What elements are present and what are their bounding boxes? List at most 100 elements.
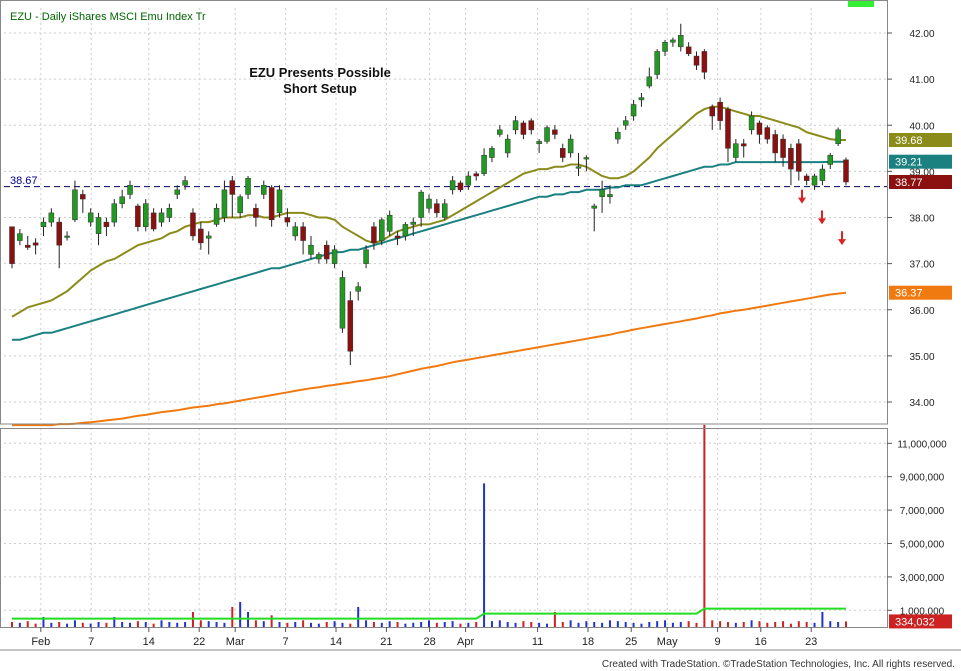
candle-body	[615, 131, 621, 140]
candle-body	[347, 300, 354, 352]
candle-body	[780, 138, 786, 158]
last-value-box	[889, 154, 952, 169]
annotation-line-2: Short Setup	[283, 81, 357, 96]
volume-tick-label: 9,000,000	[900, 473, 945, 484]
volume-tick-label: 5,000,000	[900, 540, 945, 551]
last-value-box	[889, 133, 952, 148]
candle-body	[198, 228, 204, 244]
candle-body	[323, 244, 330, 260]
candle-body	[72, 189, 78, 221]
candle-body	[748, 115, 755, 131]
candle-body	[418, 191, 424, 218]
candle-body	[253, 208, 259, 218]
candle-body	[646, 76, 653, 87]
last-value-label: 38.77	[895, 177, 923, 189]
volume-tick-label: 7,000,000	[900, 506, 945, 517]
candle-body	[497, 129, 503, 135]
y-tick-label: 36.00	[909, 306, 934, 317]
candle-body	[835, 129, 841, 144]
moving-averages	[11, 105, 847, 427]
candle-body	[489, 148, 495, 158]
candle-body	[229, 180, 236, 195]
candle-body	[638, 97, 645, 101]
candle-body	[40, 221, 47, 227]
candle-body	[284, 217, 291, 223]
candle-body	[56, 221, 62, 246]
candle-body	[756, 122, 763, 135]
candle-body	[788, 148, 794, 170]
last-value-label: 39.21	[895, 157, 923, 169]
volume-panel-border	[0, 428, 888, 628]
candle-body	[166, 208, 173, 218]
candle-body	[693, 55, 700, 66]
candle-body	[308, 244, 314, 255]
last-value-label: 39.68	[895, 135, 923, 147]
x-tick-label: 14	[143, 636, 155, 648]
candle-body	[48, 212, 55, 223]
axes: 42.00 41.00 40.00 39.00 38.00 37.00 36.00 35.00…	[0, 0, 961, 651]
candle-body	[87, 212, 94, 223]
candle-body	[536, 141, 542, 144]
y-tick-label: 35.00	[909, 352, 934, 363]
y-tick-label: 37.00	[909, 260, 934, 271]
candle-body	[363, 249, 369, 264]
ma-slow-line	[12, 291, 847, 427]
candle-body	[528, 120, 535, 131]
signal-arrows	[798, 189, 846, 246]
candle-body	[300, 226, 306, 241]
x-tick-label: 21	[380, 636, 392, 648]
candle-body	[843, 159, 849, 183]
candle-body	[190, 212, 196, 237]
candle-body	[135, 205, 141, 227]
candle-body	[552, 129, 558, 135]
annotation-line-1: EZU Presents Possible	[249, 65, 391, 80]
candle-body	[591, 205, 597, 209]
candle-body	[630, 104, 637, 117]
x-tick-label: 22	[193, 636, 205, 648]
x-tick-label: 7	[88, 636, 94, 648]
y-tick-label: 42.00	[909, 29, 934, 40]
candle-body	[379, 219, 385, 241]
x-tick-label: Apr	[457, 636, 474, 648]
candle-body	[583, 157, 590, 160]
candle-body	[678, 35, 684, 48]
candle-body	[182, 180, 188, 186]
candle-body	[32, 242, 39, 246]
x-tick-label: 23	[805, 636, 817, 648]
x-tick-label: 9	[715, 636, 721, 648]
candle-body	[331, 249, 338, 264]
candle-body	[95, 217, 102, 234]
candle-body	[764, 127, 771, 140]
candle-body	[512, 120, 519, 131]
candle-body	[9, 226, 15, 264]
candle-body	[772, 134, 778, 154]
candle-body	[127, 184, 133, 195]
ma-fast-line	[11, 105, 846, 318]
y-tick-label: 39.00	[909, 167, 934, 178]
candle-body	[465, 175, 472, 186]
x-tick-label: 14	[330, 636, 342, 648]
candle-body	[174, 189, 180, 195]
candle-body	[111, 203, 118, 223]
candle-body	[670, 39, 676, 43]
candle-body	[150, 212, 157, 230]
candle-body	[796, 143, 802, 172]
candle-body	[339, 277, 346, 329]
y-tick-label: 34.00	[909, 398, 934, 409]
candle-body	[276, 189, 283, 214]
volume-tick-label: 1,000,000	[900, 606, 945, 617]
candle-body	[819, 168, 826, 181]
candle-body	[261, 184, 267, 195]
last-value-box	[889, 285, 952, 300]
x-tick-label: Mar	[226, 636, 245, 648]
volume-tick-label: 11,000,000	[897, 439, 947, 450]
candles	[9, 23, 849, 366]
x-tick-label: 18	[582, 636, 594, 648]
candle-body	[544, 127, 550, 142]
x-tick-label: 16	[755, 636, 767, 648]
reference-line-label: 38.67	[10, 175, 38, 187]
candle-body	[268, 187, 275, 221]
candle-body	[473, 173, 479, 177]
x-tick-label: May	[657, 636, 678, 648]
candle-body	[119, 196, 125, 204]
